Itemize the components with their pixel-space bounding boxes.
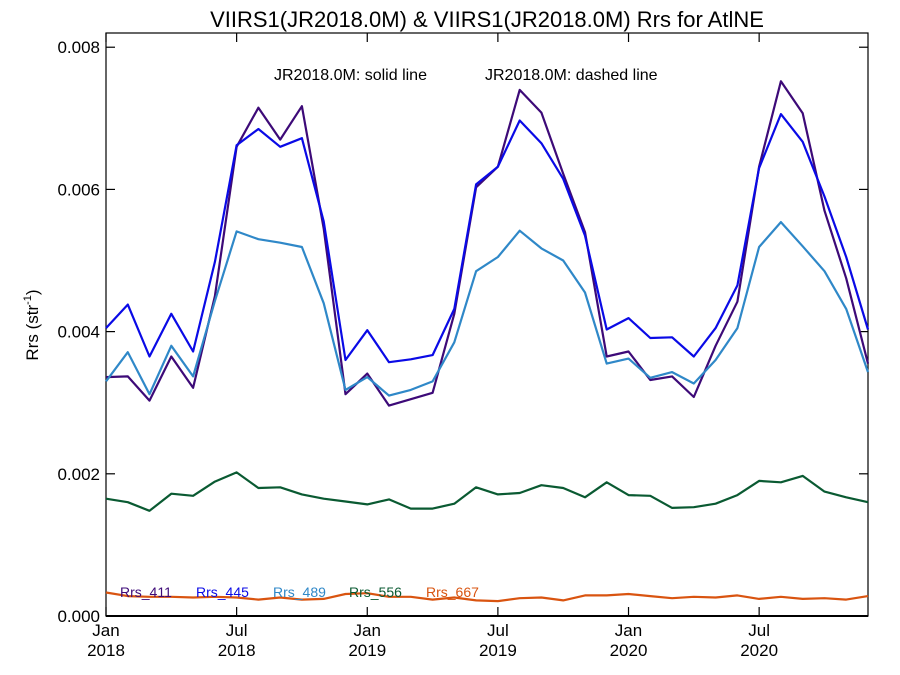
series-lines [105, 80, 870, 603]
x-tick-year-0: 2018 [87, 641, 125, 660]
y-axis-label-main: Rrs (str [23, 305, 42, 361]
series-line-rrs-489 [105, 221, 870, 397]
legend: Rrs_411 Rrs_445 Rrs_489 Rrs_556 Rrs_667 [120, 584, 479, 600]
legend-entry-rrs-411: Rrs_411 [120, 584, 172, 600]
y-axis-label-close: ) [23, 289, 42, 295]
x-axis: Jan2018Jul2018Jan2019Jul2019Jan2020Jul20… [87, 33, 778, 660]
x-tick-month-5: Jul [748, 621, 770, 640]
legend-entry-rrs-556: Rrs_556 [349, 584, 402, 600]
series-line-rrs-667 [105, 591, 869, 603]
x-tick-month-1: Jul [226, 621, 248, 640]
plot-frame [105, 32, 869, 617]
y-tick-label-3: 0.006 [57, 180, 100, 199]
y-axis-label-superscript: -1 [22, 295, 34, 305]
y-axis: 0.000 0.002 0.004 0.006 0.008 [57, 38, 868, 626]
x-tick-year-3: 2019 [479, 641, 517, 660]
legend-entry-rrs-489: Rrs_489 [273, 584, 326, 600]
y-axis-label: Rrs (str-1) [22, 289, 42, 360]
legend-entry-rrs-445: Rrs_445 [196, 584, 249, 600]
x-tick-year-2: 2019 [348, 641, 386, 660]
series-line-rrs-411 [105, 80, 870, 407]
annotation-dashed-line: JR2018.0M: dashed line [485, 67, 658, 84]
legend-entry-rrs-667: Rrs_667 [426, 584, 479, 600]
y-tick-label-0: 0.000 [57, 607, 100, 626]
y-tick-label-4: 0.008 [57, 38, 100, 57]
x-tick-year-4: 2020 [610, 641, 648, 660]
x-tick-month-2: Jan [354, 621, 381, 640]
x-tick-month-0: Jan [92, 621, 119, 640]
x-tick-month-4: Jan [615, 621, 642, 640]
chart-title: VIIRS1(JR2018.0M) & VIIRS1(JR2018.0M) Rr… [210, 7, 764, 32]
x-tick-year-1: 2018 [218, 641, 256, 660]
annotation-solid-line: JR2018.0M: solid line [274, 67, 427, 84]
series-line-rrs-445 [105, 112, 870, 364]
x-tick-month-3: Jul [487, 621, 509, 640]
series-line-rrs-556 [105, 471, 869, 512]
y-tick-label-2: 0.004 [57, 323, 100, 342]
x-tick-year-5: 2020 [740, 641, 778, 660]
y-tick-label-1: 0.002 [57, 465, 100, 484]
